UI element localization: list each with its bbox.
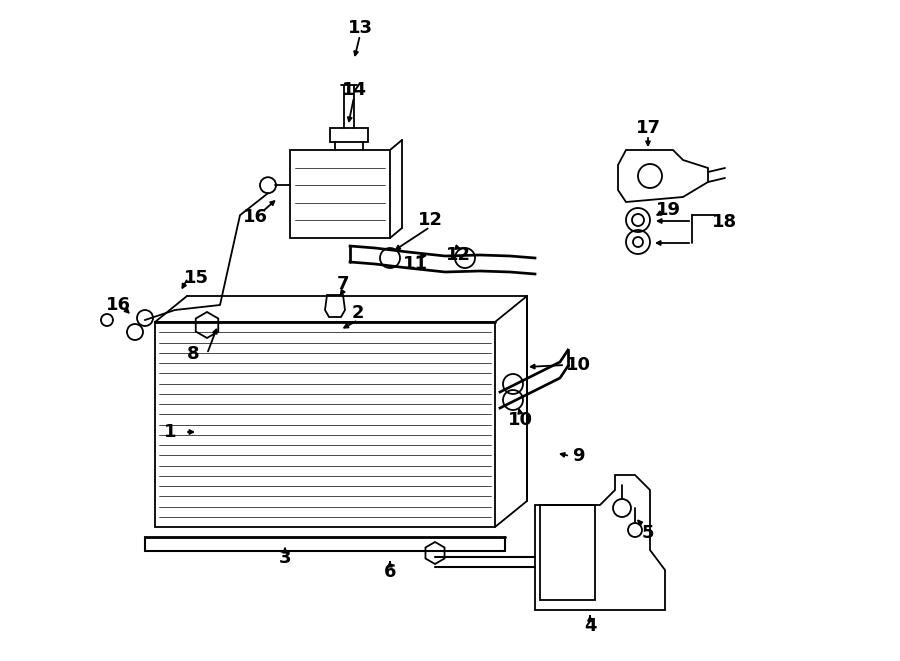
Text: 10: 10 bbox=[565, 356, 590, 374]
Text: 18: 18 bbox=[713, 213, 738, 231]
Text: 5: 5 bbox=[642, 524, 654, 542]
Text: 9: 9 bbox=[572, 447, 584, 465]
Text: 3: 3 bbox=[279, 549, 292, 567]
Text: 19: 19 bbox=[655, 201, 680, 219]
Text: 16: 16 bbox=[242, 208, 267, 226]
Text: 17: 17 bbox=[635, 119, 661, 137]
Text: 14: 14 bbox=[341, 81, 366, 99]
Text: 7: 7 bbox=[337, 275, 349, 293]
Text: 8: 8 bbox=[186, 345, 199, 363]
Text: 16: 16 bbox=[105, 296, 130, 314]
Text: 11: 11 bbox=[402, 255, 428, 273]
Text: 1: 1 bbox=[164, 423, 176, 441]
Text: 13: 13 bbox=[347, 19, 373, 37]
Text: 12: 12 bbox=[418, 211, 443, 229]
Text: 6: 6 bbox=[383, 563, 396, 581]
Text: 15: 15 bbox=[184, 269, 209, 287]
Text: 12: 12 bbox=[446, 246, 471, 264]
Text: 2: 2 bbox=[352, 304, 365, 322]
Text: 4: 4 bbox=[584, 617, 596, 635]
Text: 10: 10 bbox=[508, 411, 533, 429]
